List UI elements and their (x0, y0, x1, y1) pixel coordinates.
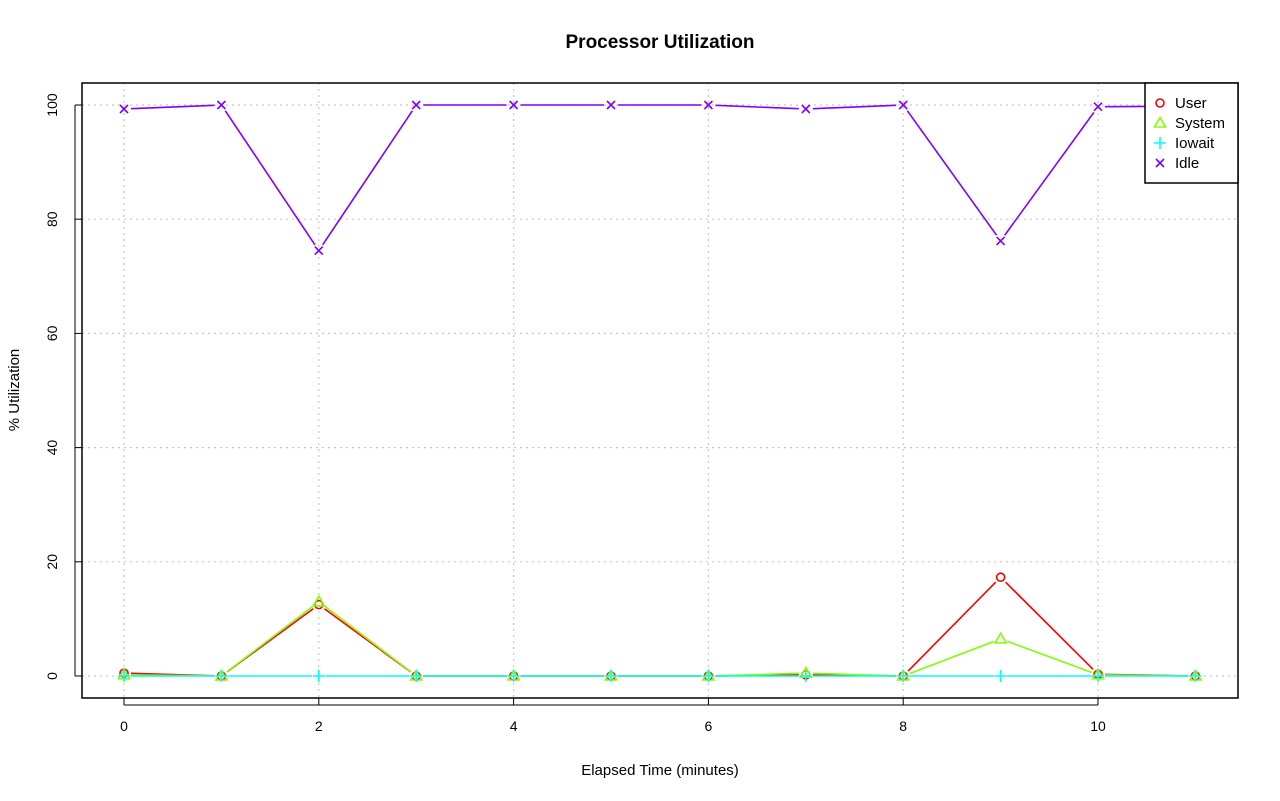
y-tick-label: 0 (44, 672, 60, 680)
user-line-segment (1004, 581, 1094, 670)
chart-title: Processor Utilization (566, 32, 755, 53)
iowait-point (1189, 670, 1202, 682)
y-tick-label: 80 (44, 211, 60, 227)
idle-point (606, 100, 616, 110)
iowait-point (994, 670, 1007, 682)
idle-line-segment (1004, 111, 1095, 236)
idle-line-segment (322, 110, 413, 246)
iowait-point (507, 670, 520, 682)
iowait-point (799, 670, 812, 682)
x-axis: 0 2 4 6 8 10 (120, 698, 1106, 734)
x-tick-label: 4 (510, 718, 518, 734)
legend-system-marker (1153, 115, 1167, 128)
idle-point (1093, 102, 1103, 112)
legend-idle-label: Idle (1175, 155, 1199, 172)
y-tick-label: 60 (44, 325, 60, 341)
iowait-point (410, 670, 423, 682)
y-tick-label: 100 (44, 93, 60, 117)
legend-user-label: User (1175, 95, 1207, 112)
legend-user-marker (1155, 98, 1165, 108)
idle-point (216, 100, 226, 110)
series-markers (117, 100, 1203, 682)
iowait-point (1092, 670, 1104, 682)
idle-point (801, 104, 811, 114)
x-tick-label: 6 (705, 718, 713, 734)
idle-point (411, 100, 421, 110)
idle-line-segment (715, 104, 799, 110)
y-axis: 0 20 40 60 80 100 (44, 93, 82, 680)
series-lines (130, 104, 1189, 677)
y-tick-label: 20 (44, 554, 60, 570)
legend: User System Iowait Idle (1144, 82, 1239, 184)
idle-line-segment (130, 104, 215, 110)
x-tick-label: 0 (120, 718, 128, 734)
x-tick-label: 8 (899, 718, 907, 734)
idle-line-segment (812, 104, 897, 110)
user-line-segment (907, 581, 997, 672)
x-axis-label: Elapsed Time (minutes) (581, 762, 739, 779)
system-line-segment (226, 605, 314, 673)
system-line-segment (323, 605, 412, 673)
y-axis-label: % Utilization (6, 349, 23, 432)
x-tick-label: 2 (315, 718, 323, 734)
idle-point (898, 100, 908, 110)
legend-iowait-label: Iowait (1175, 135, 1215, 152)
iowait-point (897, 670, 910, 682)
iowait-point (312, 670, 325, 682)
idle-point (509, 100, 519, 110)
system-line-segment (909, 640, 995, 675)
idle-point (119, 104, 129, 114)
plot-frame (81, 82, 1239, 699)
idle-line-segment (224, 110, 316, 246)
legend-idle-marker (1155, 158, 1165, 168)
system-point (311, 594, 326, 607)
iowait-point (605, 670, 617, 682)
legend-iowait-marker (1154, 137, 1166, 149)
idle-point (314, 246, 324, 256)
grid (82, 83, 1238, 698)
idle-point (996, 236, 1006, 246)
system-line-segment (1006, 640, 1092, 674)
user-point (995, 572, 1006, 583)
y-tick-label: 40 (44, 440, 60, 456)
x-tick-label: 10 (1090, 718, 1106, 734)
system-point (993, 631, 1008, 644)
iowait-point (215, 670, 228, 682)
iowait-point (118, 670, 130, 682)
iowait-point (702, 670, 715, 682)
legend-system-label: System (1175, 115, 1225, 132)
idle-point (703, 100, 713, 110)
idle-line-segment (906, 110, 998, 236)
